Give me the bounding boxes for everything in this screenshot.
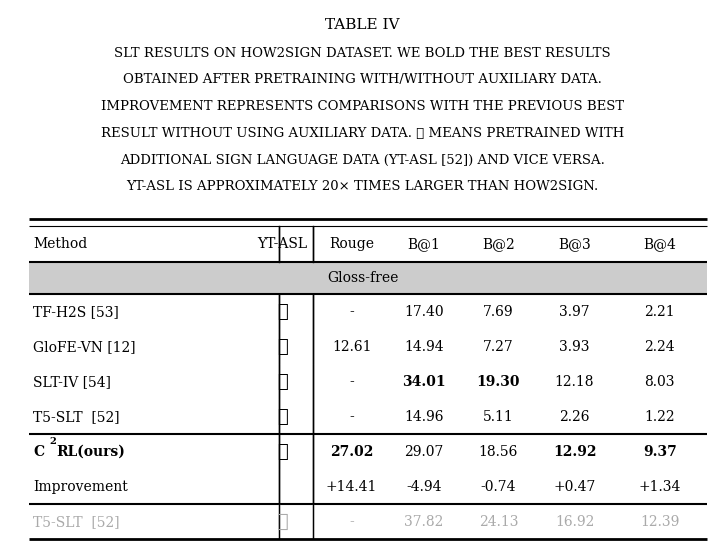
- Text: 8.03: 8.03: [645, 375, 675, 389]
- Text: Gloss-free: Gloss-free: [327, 271, 398, 285]
- Text: -0.74: -0.74: [481, 480, 516, 494]
- Text: +0.47: +0.47: [553, 480, 596, 494]
- Text: 19.30: 19.30: [477, 375, 520, 389]
- Text: 12.92: 12.92: [552, 445, 596, 459]
- Text: B@4: B@4: [643, 237, 676, 251]
- Text: 17.40: 17.40: [405, 305, 444, 319]
- Text: ✗: ✗: [278, 302, 288, 321]
- Text: -: -: [349, 515, 354, 529]
- Text: 2: 2: [49, 437, 56, 446]
- Text: 12.61: 12.61: [332, 340, 371, 354]
- Text: B@1: B@1: [407, 237, 441, 251]
- Text: -: -: [349, 410, 354, 424]
- Text: ✗: ✗: [278, 408, 288, 426]
- Text: 2.26: 2.26: [559, 410, 590, 424]
- Text: -4.94: -4.94: [407, 480, 442, 494]
- Text: +1.34: +1.34: [639, 480, 681, 494]
- Text: ✗: ✗: [278, 443, 288, 461]
- Text: ADDITIONAL SIGN LANGUAGE DATA (YT-ASL [52]) AND VICE VERSA.: ADDITIONAL SIGN LANGUAGE DATA (YT-ASL [5…: [120, 153, 605, 166]
- Text: B@3: B@3: [558, 237, 591, 251]
- Text: YT-ASL IS APPROXIMATELY 20× TIMES LARGER THAN HOW2SIGN.: YT-ASL IS APPROXIMATELY 20× TIMES LARGER…: [126, 180, 599, 193]
- Text: 34.01: 34.01: [402, 375, 446, 389]
- Text: SLT-IV [54]: SLT-IV [54]: [33, 375, 112, 389]
- Text: T5-SLT  [52]: T5-SLT [52]: [33, 410, 120, 424]
- Text: RL(ours): RL(ours): [56, 445, 125, 459]
- Text: SLT RESULTS ON HOW2SIGN DATASET. WE BOLD THE BEST RESULTS: SLT RESULTS ON HOW2SIGN DATASET. WE BOLD…: [115, 47, 610, 59]
- Text: 3.97: 3.97: [559, 305, 590, 319]
- Text: -: -: [349, 375, 354, 389]
- Text: IMPROVEMENT REPRESENTS COMPARISONS WITH THE PREVIOUS BEST: IMPROVEMENT REPRESENTS COMPARISONS WITH …: [101, 100, 624, 113]
- Text: 1.22: 1.22: [645, 410, 675, 424]
- Text: 27.02: 27.02: [330, 445, 373, 459]
- Text: 29.07: 29.07: [405, 445, 444, 459]
- Text: RESULT WITHOUT USING AUXILIARY DATA. ✓ MEANS PRETRAINED WITH: RESULT WITHOUT USING AUXILIARY DATA. ✓ M…: [101, 127, 624, 140]
- Text: 14.96: 14.96: [405, 410, 444, 424]
- Text: YT-ASL: YT-ASL: [257, 237, 308, 251]
- FancyBboxPatch shape: [29, 262, 707, 294]
- Text: ✗: ✗: [278, 337, 288, 356]
- Text: ✗: ✗: [278, 373, 288, 391]
- Text: 5.11: 5.11: [483, 410, 514, 424]
- Text: T5-SLT  [52]: T5-SLT [52]: [33, 515, 120, 529]
- Text: C: C: [33, 445, 44, 459]
- Text: 9.37: 9.37: [643, 445, 676, 459]
- Text: 7.27: 7.27: [483, 340, 514, 354]
- Text: B@2: B@2: [482, 237, 515, 251]
- Text: 2.21: 2.21: [645, 305, 675, 319]
- Text: -: -: [349, 305, 354, 319]
- Text: 16.92: 16.92: [555, 515, 594, 529]
- Text: Rouge: Rouge: [329, 237, 374, 251]
- Text: TF-H2S [53]: TF-H2S [53]: [33, 305, 119, 319]
- Text: 7.69: 7.69: [483, 305, 514, 319]
- Text: 24.13: 24.13: [478, 515, 518, 529]
- Text: 14.94: 14.94: [405, 340, 444, 354]
- Text: +14.41: +14.41: [326, 480, 377, 494]
- Text: ✓: ✓: [277, 513, 289, 531]
- Text: 37.82: 37.82: [405, 515, 444, 529]
- Text: Improvement: Improvement: [33, 480, 128, 494]
- Text: OBTAINED AFTER PRETRAINING WITH/WITHOUT AUXILIARY DATA.: OBTAINED AFTER PRETRAINING WITH/WITHOUT …: [123, 73, 602, 86]
- Text: Method: Method: [33, 237, 88, 251]
- Text: TABLE IV: TABLE IV: [326, 18, 399, 32]
- Text: 2.24: 2.24: [645, 340, 675, 354]
- Text: 3.93: 3.93: [559, 340, 590, 354]
- Text: 12.39: 12.39: [640, 515, 679, 529]
- Text: 12.18: 12.18: [555, 375, 594, 389]
- Text: 18.56: 18.56: [478, 445, 518, 459]
- Text: GloFE-VN [12]: GloFE-VN [12]: [33, 340, 136, 354]
